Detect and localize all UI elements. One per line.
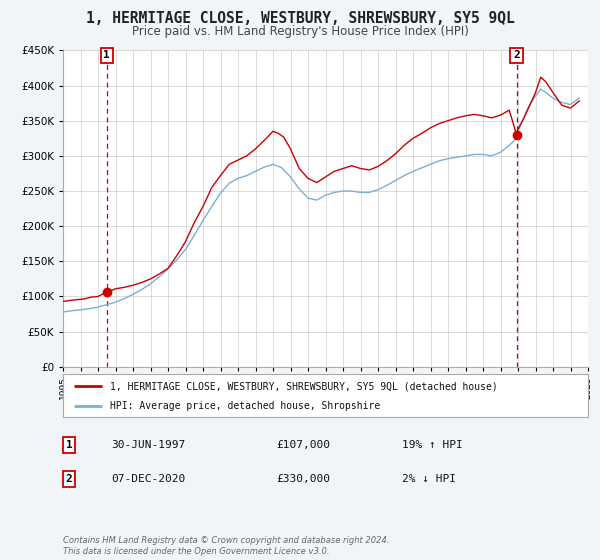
Text: 1, HERMITAGE CLOSE, WESTBURY, SHREWSBURY, SY5 9QL: 1, HERMITAGE CLOSE, WESTBURY, SHREWSBURY… [86, 11, 514, 26]
Text: 19% ↑ HPI: 19% ↑ HPI [402, 440, 463, 450]
Text: 2: 2 [65, 474, 73, 484]
Text: HPI: Average price, detached house, Shropshire: HPI: Average price, detached house, Shro… [110, 402, 380, 412]
Text: 30-JUN-1997: 30-JUN-1997 [111, 440, 185, 450]
Text: 1, HERMITAGE CLOSE, WESTBURY, SHREWSBURY, SY5 9QL (detached house): 1, HERMITAGE CLOSE, WESTBURY, SHREWSBURY… [110, 381, 498, 391]
Text: £107,000: £107,000 [276, 440, 330, 450]
Text: 1: 1 [65, 440, 73, 450]
Text: Contains HM Land Registry data © Crown copyright and database right 2024.
This d: Contains HM Land Registry data © Crown c… [63, 536, 389, 556]
Text: 2: 2 [513, 50, 520, 60]
Text: Price paid vs. HM Land Registry's House Price Index (HPI): Price paid vs. HM Land Registry's House … [131, 25, 469, 38]
Text: 2% ↓ HPI: 2% ↓ HPI [402, 474, 456, 484]
Text: £330,000: £330,000 [276, 474, 330, 484]
Text: 07-DEC-2020: 07-DEC-2020 [111, 474, 185, 484]
Text: 1: 1 [103, 50, 110, 60]
